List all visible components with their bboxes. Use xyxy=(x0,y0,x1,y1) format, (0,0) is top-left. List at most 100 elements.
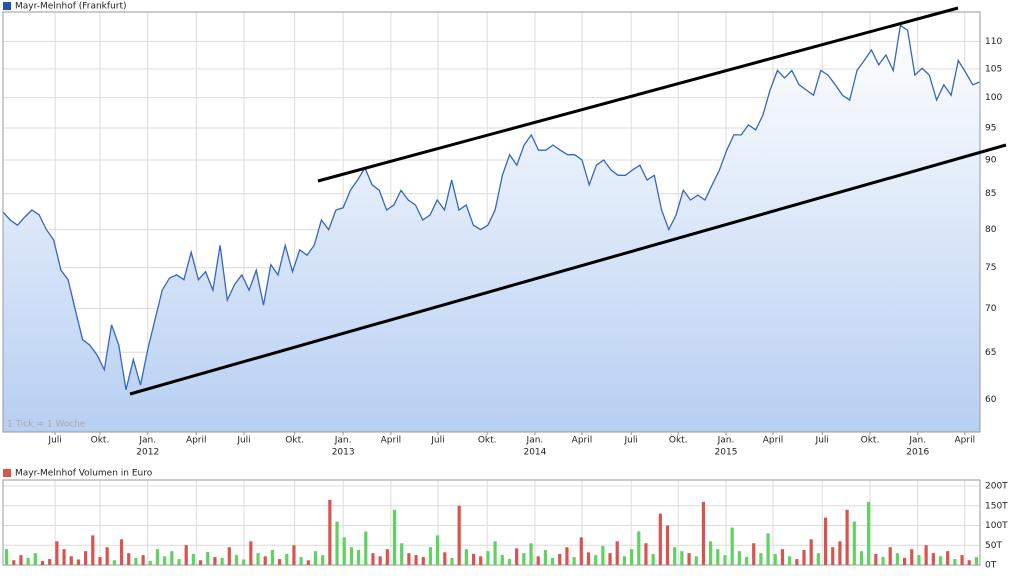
volume-bar xyxy=(608,553,612,565)
volume-bar xyxy=(385,549,389,565)
volume-bar xyxy=(529,543,533,565)
volume-bar xyxy=(867,501,871,565)
tick-note: 1 Tick = 1 Woche xyxy=(7,420,86,430)
volume-bar xyxy=(852,521,856,565)
volume-bar xyxy=(931,553,935,565)
x-tick-label: Okt. xyxy=(478,436,497,446)
volume-bar xyxy=(471,553,476,565)
volume-bar xyxy=(594,555,598,565)
x-tick-label: Jan. xyxy=(717,436,735,446)
volume-bar xyxy=(716,549,720,565)
volume-bar xyxy=(816,553,820,565)
volume-bar xyxy=(737,551,741,565)
trend-line-upper xyxy=(317,6,959,183)
volume-bar xyxy=(651,553,655,565)
volume-bar xyxy=(127,553,131,565)
volume-bar xyxy=(148,561,152,565)
volume-bar xyxy=(507,559,512,565)
price-frame xyxy=(2,11,981,433)
legend-swatch xyxy=(3,469,11,477)
volume-bar xyxy=(565,547,569,565)
volume-bar xyxy=(40,561,45,565)
volume-bar xyxy=(112,560,116,565)
volume-bar xyxy=(644,543,648,565)
y-tick-label: 200T xyxy=(985,482,1008,492)
volume-bar xyxy=(270,549,274,565)
volume-frame xyxy=(2,479,981,566)
x-tick-label: Juli xyxy=(623,436,637,446)
x-tick-label: Okt. xyxy=(669,436,688,446)
volume-bar xyxy=(242,559,246,565)
volume-bar xyxy=(299,557,303,565)
volume-bar xyxy=(802,549,806,565)
volume-bar xyxy=(213,557,217,565)
volume-bar xyxy=(285,553,289,565)
volume-bar xyxy=(227,547,231,565)
volume-bar xyxy=(809,539,813,565)
x-tick-label: April xyxy=(763,436,784,446)
y-tick-label: 90 xyxy=(985,155,997,165)
volume-bar xyxy=(62,549,66,565)
x-tick-label: Jan. xyxy=(138,436,156,446)
volume-bar xyxy=(76,559,81,565)
volume-bar xyxy=(493,541,497,565)
y-tick-label: 0T xyxy=(985,561,997,571)
volume-bar xyxy=(292,545,296,565)
y-tick-label: 110 xyxy=(985,37,1002,47)
volume-bar xyxy=(12,560,16,565)
y-tick-label: 100 xyxy=(985,93,1002,103)
x-tick-label: Okt. xyxy=(861,436,880,446)
x-tick-label: Jan. xyxy=(526,436,544,446)
volume-bar xyxy=(328,499,332,565)
volume-bar xyxy=(637,531,641,565)
volume-bar xyxy=(479,556,483,565)
volume-bar xyxy=(364,531,368,565)
price-line xyxy=(2,24,981,390)
volume-bar xyxy=(723,555,727,565)
volume-bar xyxy=(579,537,583,565)
y-tick-label: 105 xyxy=(985,64,1002,74)
x-tick-label: April xyxy=(955,436,976,446)
volume-bar xyxy=(752,543,756,565)
trend-line-lower xyxy=(129,143,1007,396)
volume-bar xyxy=(263,556,267,565)
volume-bar xyxy=(450,557,454,565)
volume-bar xyxy=(464,549,468,565)
volume-bar xyxy=(184,545,188,565)
volume-bar xyxy=(342,537,346,565)
volume-bar xyxy=(823,517,828,565)
volume-bar xyxy=(19,555,23,565)
volume-bar xyxy=(744,557,749,565)
y-tick-label: 60 xyxy=(985,395,997,405)
volume-bar xyxy=(629,549,634,565)
volume-bar xyxy=(428,547,433,565)
volume-bar xyxy=(845,509,849,565)
volume-bar xyxy=(946,551,950,565)
volume-bar xyxy=(780,549,785,565)
volume-bar xyxy=(766,533,770,565)
price-title: Mayr-Melnhof (Frankfurt) xyxy=(15,2,127,12)
volume-bar xyxy=(953,559,957,565)
x-tick-year: 2016 xyxy=(906,448,929,458)
y-tick-label: 95 xyxy=(985,123,996,133)
volume-title: Mayr-Melnhof Volumen in Euro xyxy=(15,469,153,479)
volume-bar xyxy=(960,555,964,565)
volume-bar xyxy=(371,553,375,565)
volume-bar xyxy=(515,548,519,565)
y-tick-label: 100T xyxy=(985,521,1008,531)
y-tick-label: 50T xyxy=(985,541,1002,551)
volume-bar xyxy=(859,551,864,565)
volume-bar xyxy=(730,527,734,565)
volume-bar xyxy=(601,546,605,565)
volume-bar xyxy=(910,549,914,565)
volume-bar xyxy=(155,549,160,565)
volume-bar xyxy=(536,556,540,565)
x-tick-label: Juli xyxy=(815,436,829,446)
y-tick-label: 85 xyxy=(985,189,996,199)
volume-bar xyxy=(335,521,339,565)
volume-bar xyxy=(421,557,425,565)
x-tick-year: 2015 xyxy=(715,448,738,458)
volume-bar xyxy=(522,553,526,565)
volume-bar xyxy=(572,557,576,565)
volume-bar xyxy=(206,551,210,565)
